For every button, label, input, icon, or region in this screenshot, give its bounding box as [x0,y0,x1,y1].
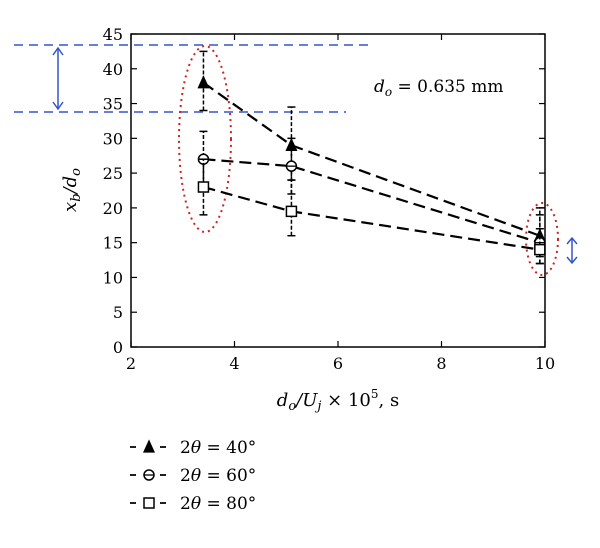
series-square [197,158,546,265]
x-tick-label: 4 [229,354,239,373]
y-axis-title: xb/do [60,168,84,212]
left-highlight-ellipse [178,45,232,233]
legend: 2θ = 40° 2θ = 60° 2θ = 80° [130,438,256,514]
y-tick-label: 20 [103,199,123,218]
legend-item-triangle: 2θ = 40° [130,438,256,458]
range-double-arrow-right [566,236,578,265]
series-circle [197,130,546,265]
x-tick-label: 8 [436,354,446,373]
y-tick-label: 15 [103,234,123,253]
y-tick-label: 40 [103,60,123,79]
series-line [203,185,540,251]
legend-label: 2θ = 40° [180,438,256,458]
range-double-arrow-left [52,46,64,111]
series-layer [197,50,546,265]
y-tick-label: 5 [113,303,123,322]
y-tick-label: 30 [103,129,123,148]
data-point [285,205,298,218]
x-axis-title: do/Uj × 105, s [277,387,399,414]
legend-marker [142,439,156,453]
x-tick-label: 2 [126,354,136,373]
y-tick-label: 0 [113,338,123,357]
series-line [202,81,541,237]
data-point [285,160,298,172]
x-tick-label: 6 [333,354,343,373]
axes: 2 4 6 8 10 0 5 10 15 20 25 30 35 40 45 [103,25,556,373]
legend-item-square: 2θ = 80° [130,494,256,514]
data-point [534,243,546,256]
x-tick-label: 10 [535,354,555,373]
y-tick-label: 45 [103,25,123,44]
y-tick-label: 25 [103,164,123,183]
legend-marker [143,469,155,481]
legend-label: 2θ = 80° [180,494,256,514]
legend-marker [143,497,155,509]
y-tick-label: 35 [103,95,123,114]
data-point [197,75,210,89]
series-line [203,158,541,244]
data-point [197,181,210,193]
legend-item-circle: 2θ = 60° [130,466,256,486]
legend-label: 2θ = 60° [180,466,256,486]
diameter-annotation: do = 0.635 mm [374,77,504,99]
y-tick-label: 10 [103,268,123,287]
